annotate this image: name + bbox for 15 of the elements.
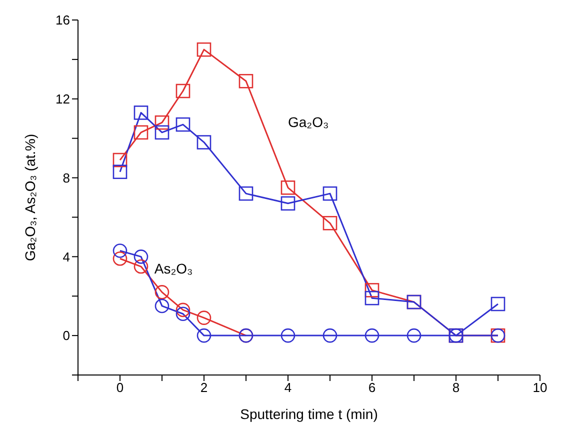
annotation: Ga₂O₃: [288, 114, 329, 130]
y-tick-label: 8: [62, 170, 70, 186]
x-tick-label: 8: [452, 380, 460, 396]
y-tick-label: 4: [62, 249, 70, 264]
x-tick-label: 4: [284, 380, 292, 396]
y-tick-label: 0: [62, 328, 70, 344]
annotation: As₂O₃: [154, 260, 193, 276]
y-tick-label: 12: [56, 92, 70, 107]
y-axis-title: Ga₂O₃, As₂O₃ (at.%): [22, 134, 38, 262]
x-axis-title: Sputtering time t (min): [240, 406, 378, 422]
x-tick-label: 2: [200, 380, 208, 396]
x-tick-label: 0: [116, 380, 124, 396]
x-tick-label: 6: [368, 380, 376, 396]
x-tick-label: 10: [532, 380, 548, 396]
y-tick-label: 16: [56, 12, 70, 28]
